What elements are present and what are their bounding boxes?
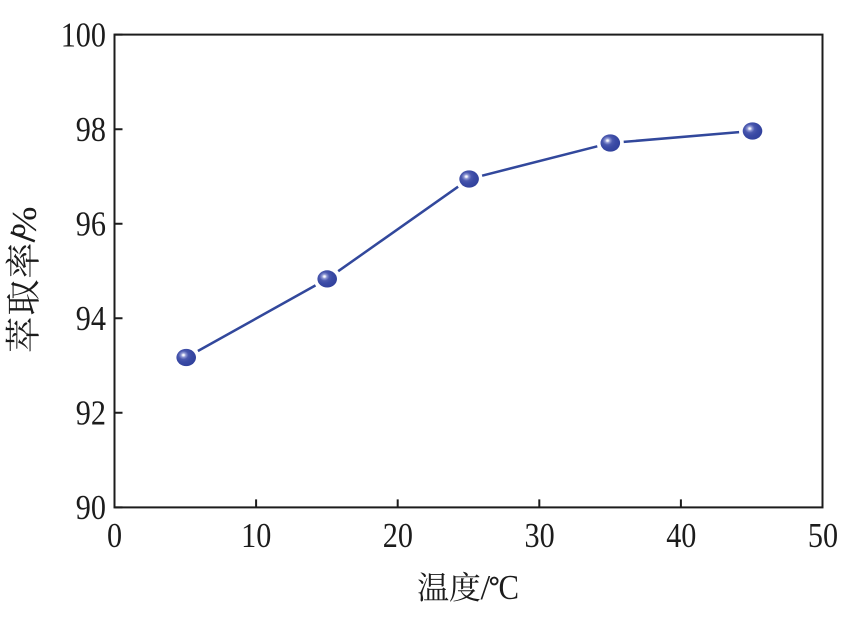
svg-text:98: 98 [76, 110, 106, 149]
svg-text:0: 0 [107, 516, 122, 555]
svg-text:96: 96 [76, 205, 106, 244]
svg-text:94: 94 [76, 299, 106, 338]
svg-text:92: 92 [76, 394, 106, 433]
svg-text:20: 20 [383, 516, 413, 555]
svg-text:40: 40 [666, 516, 696, 555]
svg-text:C: C [499, 568, 520, 607]
svg-text:90: 90 [76, 488, 106, 527]
svg-text:/: / [481, 568, 491, 607]
svg-text:50: 50 [808, 516, 838, 555]
svg-text:100: 100 [61, 15, 106, 54]
svg-text:30: 30 [525, 516, 555, 555]
svg-text:10: 10 [241, 516, 271, 555]
